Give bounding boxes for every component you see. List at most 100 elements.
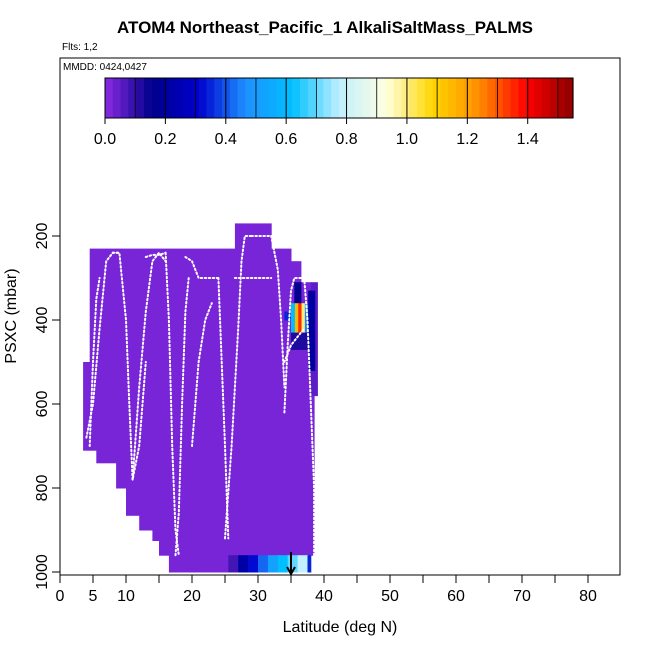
down-arrow-head xyxy=(286,566,296,577)
colorbar-swatch xyxy=(120,78,129,118)
colorbar-swatch xyxy=(229,78,239,118)
y-axis-tick-label: 200 xyxy=(34,223,51,250)
colorbar-swatch xyxy=(331,78,340,118)
mmdd-label: MMDD: 0424,0427 xyxy=(63,62,147,73)
flight-profile-line xyxy=(191,302,213,447)
heatmap-cell xyxy=(291,261,302,556)
colorbar-swatch xyxy=(346,78,356,118)
x-axis: 0 5 10 20 30 40 50 60 70 80 xyxy=(56,575,597,605)
colorbar-swatch xyxy=(549,78,558,118)
colorbar-tick-label: 0.2 xyxy=(154,131,176,148)
heatmap-cell xyxy=(188,248,216,573)
flight-profile-line xyxy=(111,251,147,480)
colorbar-swatch xyxy=(175,78,184,118)
flight-profile-line xyxy=(131,251,167,481)
colorbar-swatch xyxy=(456,78,465,118)
colorbar-swatch xyxy=(307,78,317,118)
colorbar-swatch xyxy=(534,78,543,118)
y-axis: 200 400 600 800 1000 xyxy=(34,223,60,590)
heatmap-cell xyxy=(271,248,292,556)
heatmap-cell xyxy=(291,332,308,350)
heatmap-cell xyxy=(248,555,259,573)
heatmap-cells xyxy=(83,223,318,573)
colorbar-swatch xyxy=(518,78,527,118)
colorbar-swatch xyxy=(206,78,215,118)
x-axis-tick-label: 40 xyxy=(315,588,333,605)
colorbar-swatch xyxy=(448,78,457,118)
heatmap-cell xyxy=(238,555,249,573)
y-axis-tick-label: 800 xyxy=(34,475,51,502)
heatmap-cell xyxy=(287,555,299,573)
y-axis-tick-label: 400 xyxy=(34,307,51,334)
x-axis-tick-label: 70 xyxy=(513,588,531,605)
x-axis-tick-label: 20 xyxy=(183,588,201,605)
x-axis-tick-label: 60 xyxy=(447,588,465,605)
colorbar-swatch xyxy=(541,78,551,118)
colorbar-swatch xyxy=(237,78,246,118)
heatmap-cell xyxy=(291,303,296,334)
colorbar-swatch xyxy=(417,78,426,118)
colorbar-swatch xyxy=(510,78,519,118)
colorbar-swatch xyxy=(190,78,200,118)
colorbar-swatch xyxy=(463,78,473,118)
flight-profiles xyxy=(85,235,316,557)
plot-frame xyxy=(59,57,621,576)
colorbar-swatch xyxy=(487,78,496,118)
x-axis-tick-label: 5 xyxy=(89,588,98,605)
x-axis-tick-label: 50 xyxy=(381,588,399,605)
colorbar-swatch xyxy=(401,78,410,118)
flight-profile-line xyxy=(174,277,190,557)
heatmap-cell xyxy=(298,303,303,334)
colorbar-swatch xyxy=(362,78,371,118)
colorbar-swatch xyxy=(440,78,449,118)
heatmap-cell xyxy=(116,248,140,489)
colorbar-swatch xyxy=(292,78,301,118)
heatmap-cell xyxy=(300,282,312,556)
heatmap-cell xyxy=(228,555,239,573)
chart-title: ATOM4 Northeast_Pacific_1 AlkaliSaltMass… xyxy=(116,18,534,37)
y-axis-label: PSXC (mbar) xyxy=(3,268,20,363)
chart-markers xyxy=(286,552,296,577)
colorbar-swatch xyxy=(502,78,512,118)
colorbar-swatch xyxy=(300,78,309,118)
heatmap-cell xyxy=(267,555,279,573)
colorbar-swatch xyxy=(112,78,122,118)
colorbar-swatch xyxy=(144,78,153,118)
heatmap-cell xyxy=(294,303,299,334)
heatmap-cell xyxy=(215,248,236,573)
heatmap-cell xyxy=(307,555,312,573)
colorbar-swatch xyxy=(378,78,387,118)
colorbar-tick-label: 0.6 xyxy=(275,131,297,148)
colorbar: 0.0 0.2 0.4 0.6 0.8 1.0 1.2 1.4 xyxy=(94,77,574,148)
colorbar-swatch xyxy=(167,78,176,118)
colorbar-swatch xyxy=(385,78,395,118)
colorbar-swatch xyxy=(261,78,270,118)
flight-profile-line xyxy=(224,235,253,540)
colorbar-swatch xyxy=(495,78,504,118)
colorbar-swatch xyxy=(128,78,137,118)
flights-label: Flts: 1,2 xyxy=(62,42,98,53)
y-axis-tick-label: 1000 xyxy=(34,554,51,590)
colorbar-tick-label: 0.4 xyxy=(215,131,237,148)
colorbar-swatch xyxy=(393,78,402,118)
colorbar-swatch xyxy=(354,78,363,118)
colorbar-swatch xyxy=(409,78,418,118)
heatmap-cell xyxy=(301,303,306,334)
colorbar-swatch xyxy=(424,78,434,118)
flight-profile-line xyxy=(303,277,316,557)
heatmap-cell xyxy=(294,282,302,313)
heatmap-cell xyxy=(159,530,173,556)
colorbar-swatch xyxy=(151,78,161,118)
colorbar-swatch xyxy=(183,78,192,118)
colorbar-swatch xyxy=(565,78,574,118)
colorbar-tick-label: 0.0 xyxy=(94,131,116,148)
flight-profile-line xyxy=(184,256,220,279)
flight-profile-line xyxy=(88,277,101,447)
colorbar-swatch xyxy=(370,78,379,118)
colorbar-swatch xyxy=(323,78,332,118)
colorbar-tick-label: 1.0 xyxy=(396,131,418,148)
colorbar-swatch xyxy=(471,78,480,118)
colorbar-tick-label: 0.8 xyxy=(335,131,357,148)
